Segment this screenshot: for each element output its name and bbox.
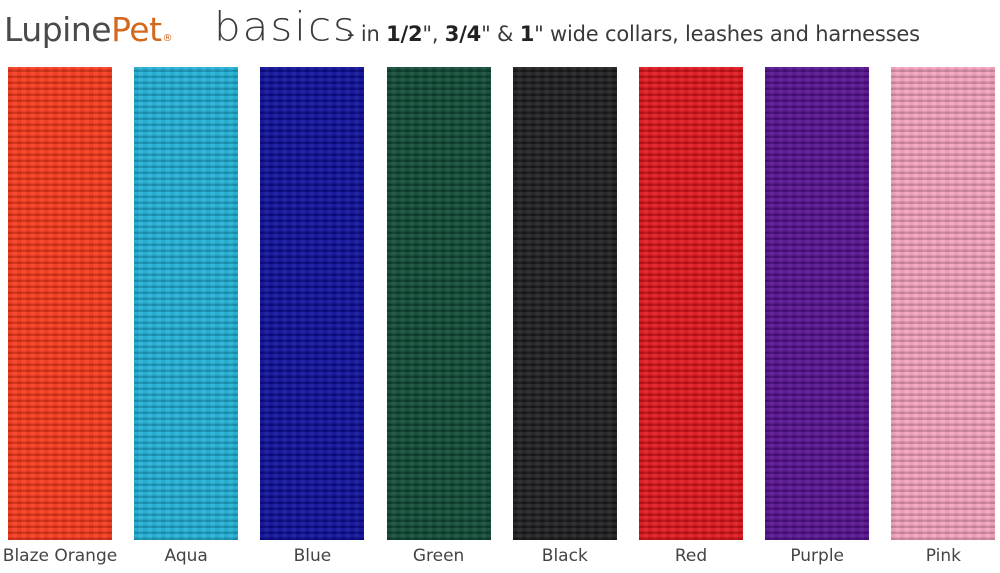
color-swatch [386, 67, 491, 540]
tagline-text: " wide collars, leashes and harnesses [534, 22, 920, 46]
swatch-label: Blue [293, 546, 332, 566]
color-swatch [639, 67, 743, 540]
color-swatch [891, 67, 996, 540]
brand: LupinePet® [4, 10, 173, 49]
size-highlight: 1/2 [386, 22, 423, 46]
swatch-label: Purple [790, 546, 845, 566]
brand-name: Pet [111, 10, 162, 49]
swatch-label: Blaze Orange [2, 546, 118, 566]
header: LupinePet® basics - in 1/2", 3/4" & 1" w… [4, 3, 998, 56]
size-highlight: 1 [519, 22, 535, 46]
tagline-text: - in [347, 22, 387, 46]
registered-mark: ® [162, 33, 173, 44]
color-swatch [765, 67, 870, 540]
swatch-label: Black [541, 546, 588, 566]
swatch-label: Green [412, 546, 465, 566]
swatch-label: Aqua [164, 546, 208, 566]
color-swatch [512, 67, 617, 540]
color-swatch [134, 67, 239, 540]
swatch-label: Pink [925, 546, 961, 566]
swatch-label: Red [674, 546, 708, 566]
tagline-text: " & [481, 22, 520, 46]
size-highlight: 3/4 [444, 22, 482, 46]
product-line: basics [214, 3, 357, 50]
color-swatch [8, 67, 112, 540]
tagline-text: ", [422, 22, 445, 46]
color-swatch [260, 67, 365, 540]
tagline: - in 1/2", 3/4" & 1" wide collars, leash… [347, 22, 920, 46]
brand-name: Lupine [4, 10, 112, 49]
